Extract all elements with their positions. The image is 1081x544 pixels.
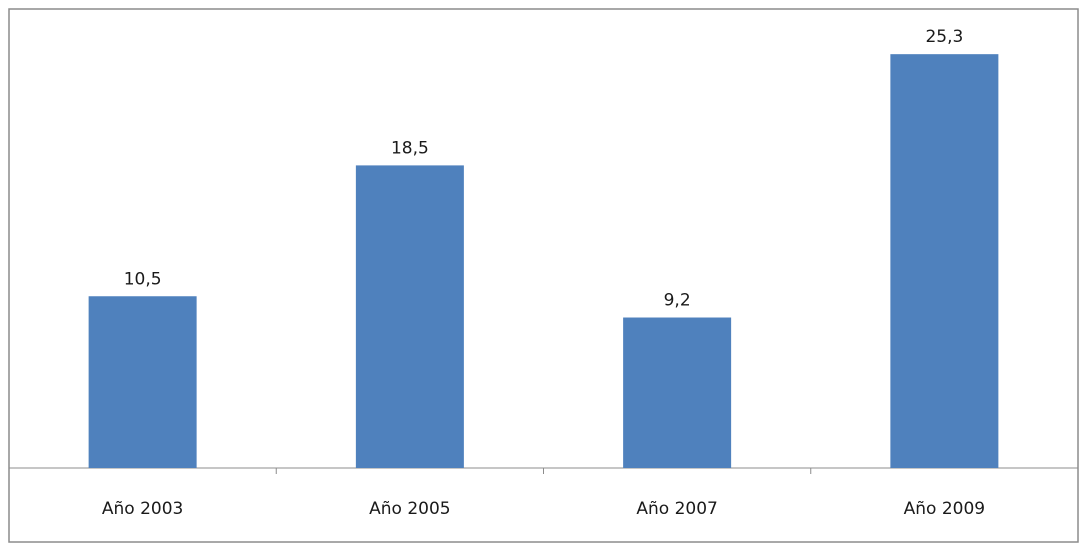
x-axis <box>8 467 1079 474</box>
x-tick-label: Año 2005 <box>369 499 450 519</box>
data-labels: 10,5 18,5 9,2 25,3 <box>124 27 964 310</box>
bar <box>890 54 999 469</box>
x-tick-label: Año 2003 <box>102 499 183 519</box>
bar <box>88 296 197 468</box>
bar <box>355 165 464 468</box>
x-tick-label: Año 2009 <box>904 499 985 519</box>
data-label: 9,2 <box>664 291 691 311</box>
chart-frame <box>8 8 1079 543</box>
data-label: 18,5 <box>391 138 429 158</box>
data-label: 10,5 <box>124 269 162 289</box>
x-tick-labels: Año 2003 Año 2005 Año 2007 Año 2009 <box>102 499 985 519</box>
bar-series <box>88 54 999 469</box>
bar <box>623 317 732 468</box>
data-label: 25,3 <box>925 27 963 47</box>
x-tick-label: Año 2007 <box>636 499 717 519</box>
